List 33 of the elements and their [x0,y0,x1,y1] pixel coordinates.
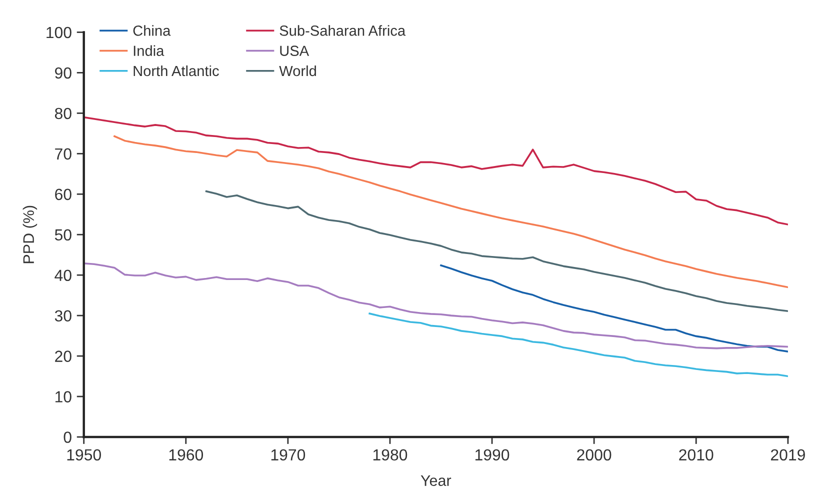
y-axis-title: PPD (%) [22,206,38,264]
y-tick-label: 50 [54,229,72,241]
y-tick-label: 60 [55,188,72,200]
legend-label: North Atlantic [134,65,219,76]
x-axis-title: Year [420,475,452,486]
y-tick-label: 70 [55,148,72,160]
y-tick-label: 10 [55,391,72,402]
y-tick-label: 40 [54,270,72,282]
x-tick-label: 1960 [169,449,204,461]
x-tick-label: 1980 [373,449,408,461]
line-series [440,264,788,352]
line-series [205,190,788,312]
x-tick-label: 2010 [679,449,714,461]
line-series [368,312,788,378]
x-tick-label: 1970 [271,449,306,461]
line-series [84,262,788,350]
legend-label: India [134,45,164,56]
legend-label: China [133,25,171,36]
x-tick-label: 1950 [67,449,101,461]
y-tick-label: 0 [64,432,72,443]
y-tick-label: 90 [55,67,72,79]
y-tick-label: 20 [55,350,72,362]
x-tick-label: 1990 [475,449,510,461]
x-tick-label: 2019 [770,449,805,461]
line-series [84,116,788,226]
legend-label: USA [280,46,310,56]
y-tick-label: 100 [46,26,72,38]
line-series [114,135,788,288]
y-tick-label: 30 [54,310,72,322]
legend-label: World [279,65,316,76]
legend-label: Sub-Saharan Africa [280,25,406,36]
y-tick-label: 80 [54,108,72,120]
x-tick-label: 2000 [577,449,612,461]
